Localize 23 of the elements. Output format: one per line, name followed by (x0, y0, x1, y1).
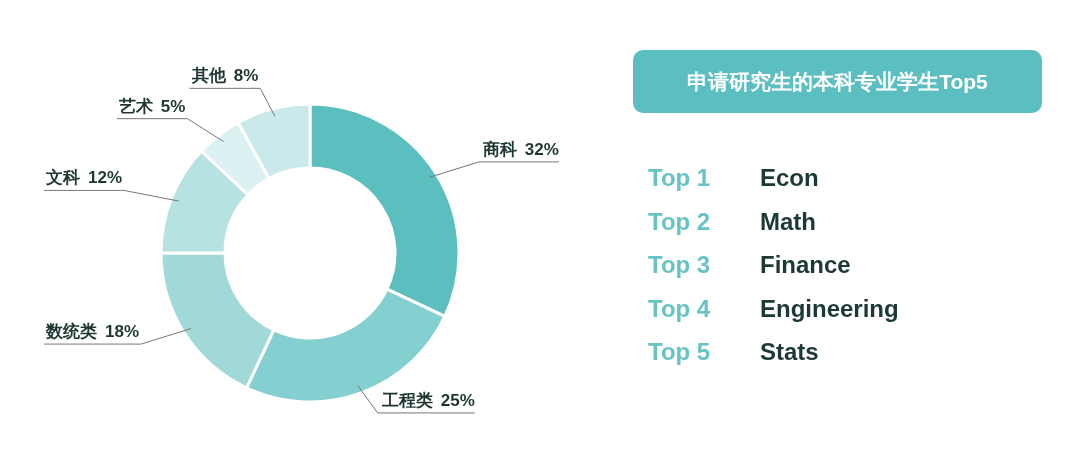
slice-label: 数统类 (45, 322, 98, 342)
slice-label: 其他 (190, 66, 227, 86)
text: Top 4 (648, 294, 711, 322)
text: Math (760, 207, 816, 235)
text: Engineering (760, 294, 899, 322)
text: Top 1 (648, 164, 711, 191)
data-label: 18% (105, 322, 140, 342)
data-label: 32% (524, 139, 559, 159)
data-label: 12% (88, 168, 123, 188)
text: Stats (760, 338, 819, 365)
slice-label: 工程类 (380, 390, 433, 410)
text: Top 5 (648, 338, 711, 365)
text: Top 3 (648, 251, 711, 278)
text: Econ (760, 164, 819, 191)
data-label: 5% (160, 96, 186, 116)
data-label: 25% (440, 390, 475, 410)
slice-label: 商科 (481, 139, 517, 159)
text: Top 2 (648, 207, 711, 235)
text: Finance (760, 251, 851, 278)
text: 申请研究生的本科专业学生Top5 (687, 70, 989, 93)
slice-label: 艺术 (117, 96, 153, 116)
data-label: 8% (233, 66, 259, 86)
slice-label: 文科 (45, 168, 81, 188)
